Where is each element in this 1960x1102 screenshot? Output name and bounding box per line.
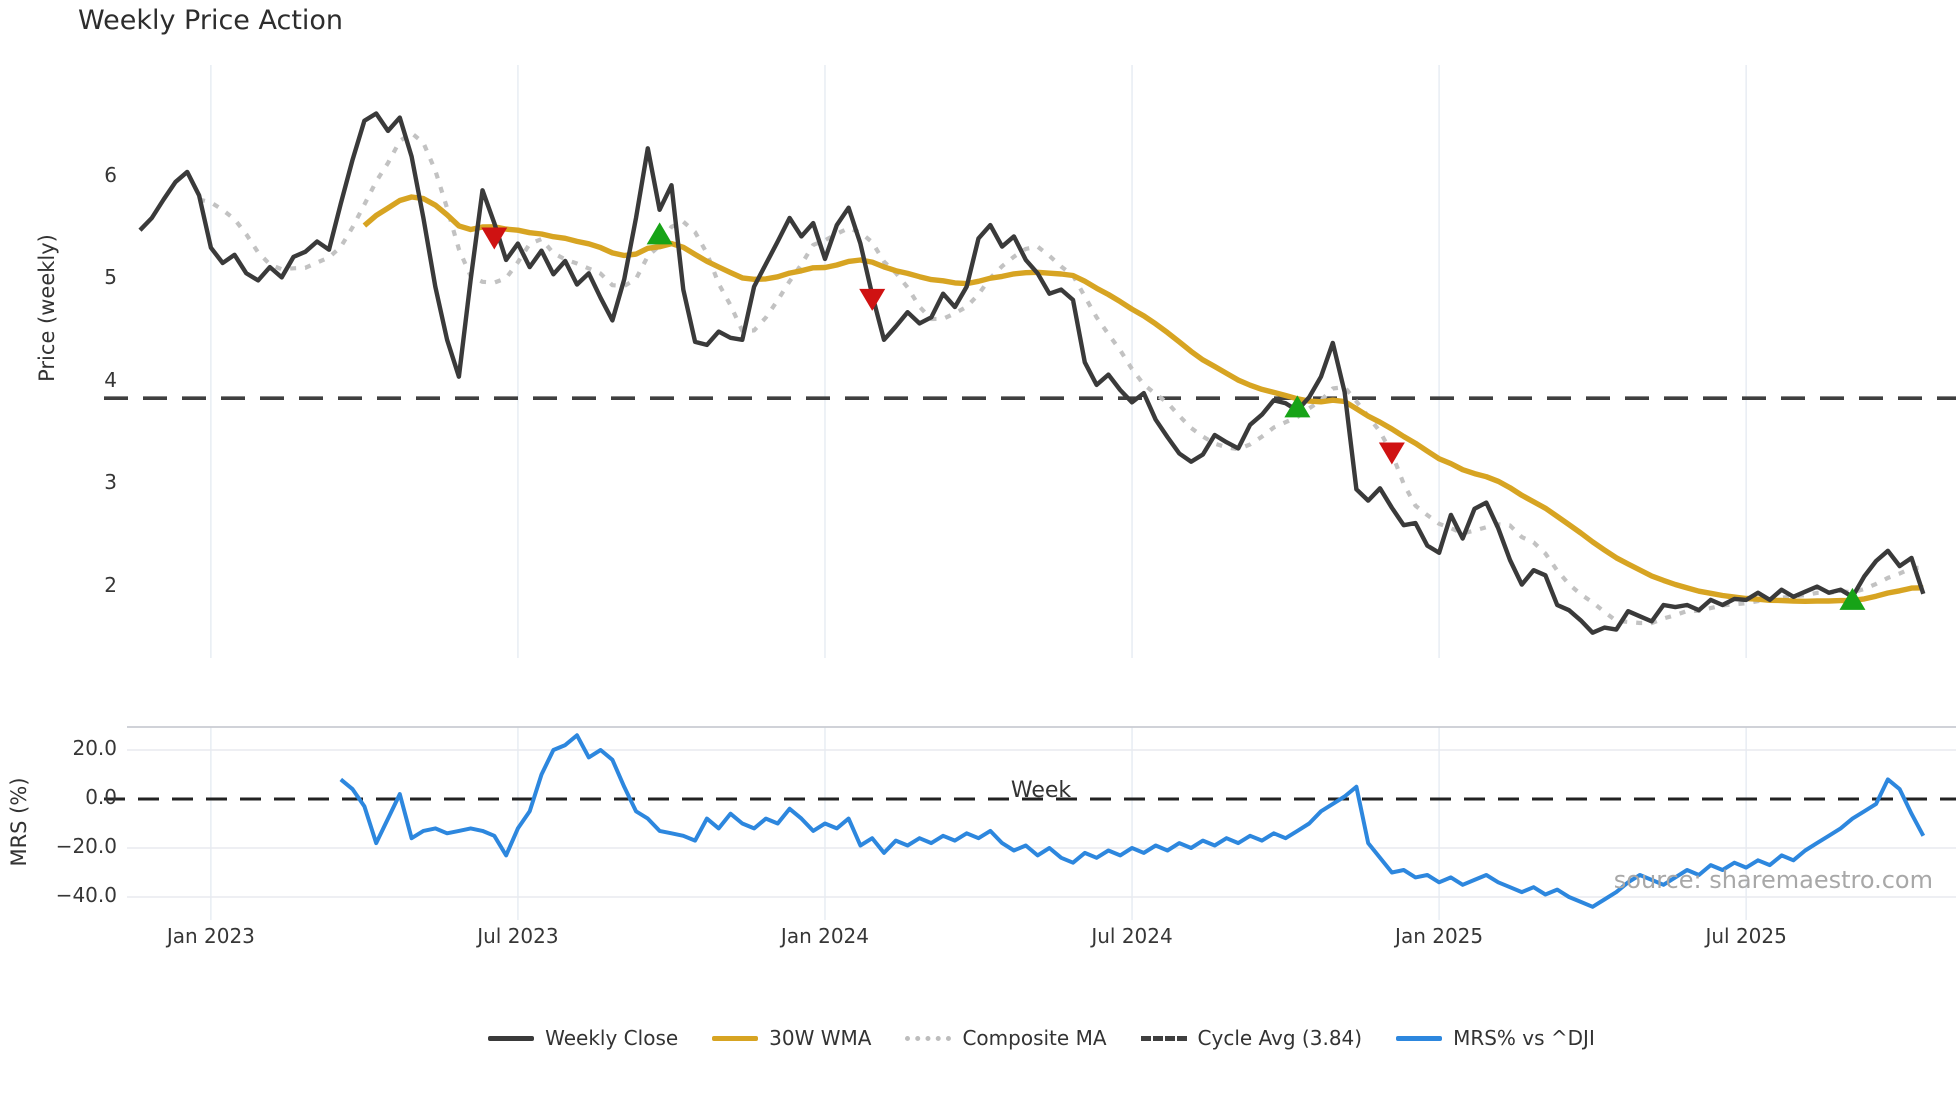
- legend-sample-solid: [1396, 1035, 1443, 1041]
- price-y-tick-label: 5: [104, 265, 117, 290]
- legend-label: MRS% vs ^DJI: [1453, 1026, 1595, 1050]
- price-y-tick-label: 4: [104, 367, 117, 392]
- legend-sample-solid: [488, 1035, 535, 1041]
- price-y-tick-label: 3: [104, 470, 117, 495]
- legend-item: Composite MA: [905, 1026, 1107, 1050]
- legend-label: Cycle Avg (3.84): [1197, 1026, 1363, 1050]
- mrs-line: [339, 733, 1926, 909]
- legend-sample-dashed: [1140, 1035, 1187, 1041]
- chart-legend: Weekly Close 30W WMA Composite MA Cycle Avg…: [127, 1026, 1956, 1050]
- x-tick-label: Jul 2023: [477, 924, 559, 948]
- legend-sample-dotted: [905, 1035, 952, 1041]
- mrs-y-tick-label: −40.0: [55, 883, 117, 907]
- legend-label: Composite MA: [962, 1026, 1107, 1050]
- composite-ma-line: [198, 131, 1924, 626]
- price-y-axis-label: Price (weekly): [35, 234, 59, 382]
- legend-item: Cycle Avg (3.84): [1140, 1026, 1363, 1050]
- legend-sample-solid: [712, 1035, 759, 1041]
- x-tick-label: Jul 2025: [1705, 924, 1787, 948]
- x-tick-label: Jan 2025: [1395, 924, 1484, 948]
- legend-label: Weekly Close: [545, 1026, 679, 1050]
- legend-label: 30W WMA: [769, 1026, 872, 1050]
- price-y-tick-label: 2: [104, 572, 117, 597]
- legend-item: 30W WMA: [712, 1026, 871, 1050]
- x-tick-label: Jan 2024: [780, 924, 870, 948]
- x-tick-label: Jan 2023: [166, 924, 255, 948]
- mrs-y-tick-label: −20.0: [55, 834, 117, 858]
- x-axis-label: Week: [1010, 778, 1072, 803]
- weekly-close-line: [138, 111, 1926, 635]
- wma30-line: [362, 194, 1924, 604]
- legend-item: Weekly Close: [488, 1026, 678, 1050]
- price-y-tick-label: 6: [104, 163, 117, 187]
- mrs-y-tick-label: 20.0: [72, 736, 117, 760]
- sell-signal-marker: [481, 227, 508, 250]
- legend-item: MRS% vs ^DJI: [1396, 1026, 1595, 1050]
- mrs-y-tick-label: 0.0: [85, 785, 117, 809]
- page-title: Weekly Price Action: [78, 5, 344, 36]
- x-tick-label: Jul 2024: [1091, 924, 1173, 948]
- sell-signal-marker: [859, 288, 886, 311]
- source-watermark: source: sharemaestro.com: [1613, 866, 1933, 894]
- sell-signal-marker: [1378, 442, 1405, 465]
- buy-signal-marker: [646, 222, 673, 245]
- buy-signal-marker: [1839, 587, 1866, 610]
- buy-signal-marker: [1284, 395, 1311, 418]
